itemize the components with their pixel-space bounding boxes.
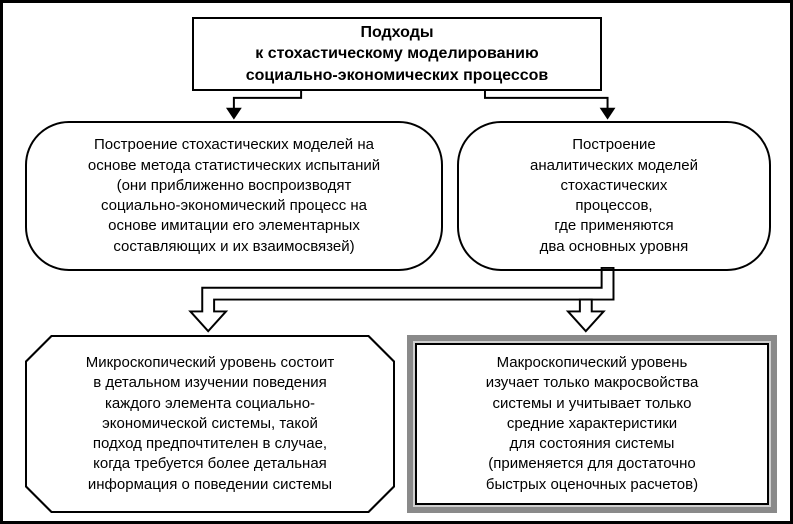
bevel-text: Макроскопический уровеньизучает только м… — [486, 353, 699, 495]
title-text: Подходык стохастическому моделированиюсо… — [246, 22, 549, 87]
edge-right-to-bevel — [568, 300, 604, 332]
edge-title-left — [234, 90, 301, 110]
left-pill-node: Построение стохастических моделей наосно… — [25, 121, 443, 271]
title-node: Подходык стохастическому моделированиюсо… — [192, 17, 602, 91]
edge-title-right — [485, 90, 608, 110]
octagon-inner: Микроскопический уровень состоитв деталь… — [27, 337, 393, 511]
bevel-node: Макроскопический уровеньизучает только м… — [407, 335, 777, 513]
octagon-text: Микроскопический уровень состоитв деталь… — [86, 353, 335, 495]
bevel-mid: Макроскопический уровеньизучает только м… — [413, 341, 771, 507]
octagon-node: Микроскопический уровень состоитв деталь… — [25, 335, 395, 513]
edge-right-to-oct — [190, 268, 613, 331]
left-pill-text: Построение стохастических моделей наосно… — [88, 135, 380, 257]
right-pill-text: Построениеаналитических моделейстохастич… — [530, 135, 698, 257]
arrowhead — [600, 108, 616, 120]
right-pill-node: Построениеаналитических моделейстохастич… — [457, 121, 771, 271]
arrowhead — [226, 108, 242, 120]
bevel-inner: Макроскопический уровеньизучает только м… — [415, 343, 769, 505]
diagram-frame: Подходык стохастическому моделированиюсо… — [0, 0, 793, 524]
